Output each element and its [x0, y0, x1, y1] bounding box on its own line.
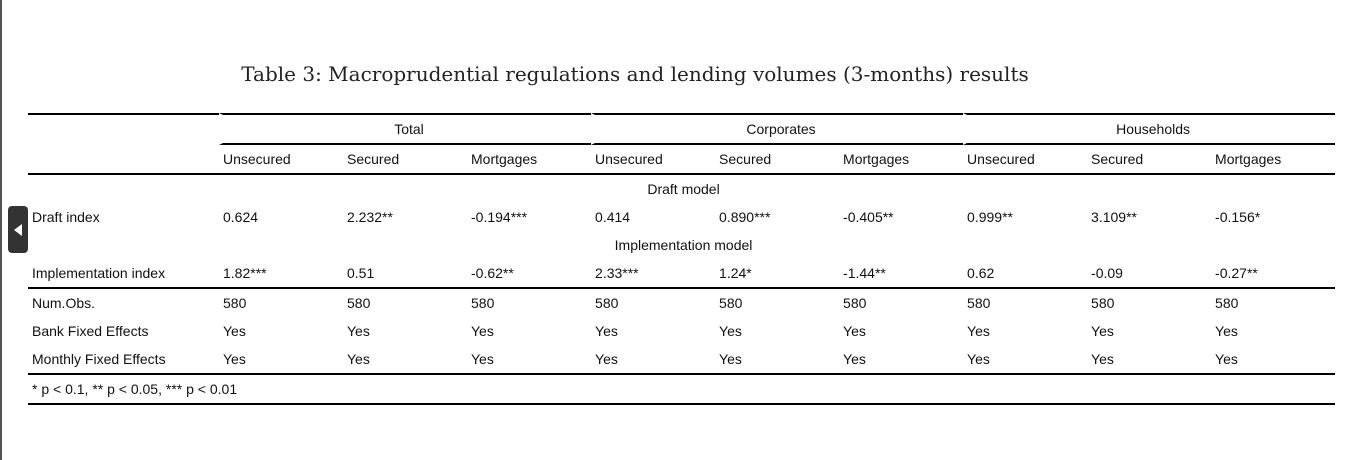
table-cell: Yes [347, 351, 370, 367]
table-cell: 0.51 [347, 265, 375, 281]
group-header-row: Total Corporates Households [28, 113, 1336, 145]
table-cell: Yes [595, 351, 618, 367]
footnote-row: * p < 0.1, ** p < 0.05, *** p < 0.01 [28, 373, 1336, 405]
table-cell: Yes [223, 323, 246, 339]
table-cell: Yes [595, 323, 618, 339]
column-header: Mortgages [839, 145, 964, 175]
table-row-num-obs: Num.Obs. 580 580 580 580 580 580 580 580… [28, 287, 1336, 317]
table-cell: Yes [719, 323, 742, 339]
table-cell: -0.405** [843, 209, 894, 225]
significance-footnote: * p < 0.1, ** p < 0.05, *** p < 0.01 [28, 373, 1336, 405]
table-cell: 580 [219, 287, 343, 317]
table-cell: 0.414 [595, 209, 631, 225]
table-cell: -0.194*** [471, 209, 528, 225]
table-cell: Yes [347, 323, 370, 339]
column-header: Unsecured [963, 145, 1088, 175]
table-cell: -0.62** [471, 265, 514, 281]
table-cell: 2.33*** [595, 265, 639, 281]
table-cell: 0.890*** [719, 209, 771, 225]
column-header: Secured [1087, 145, 1212, 175]
table-cell: 0.62 [967, 265, 995, 281]
table-cell: -0.09 [1091, 265, 1123, 281]
empty-corner-cell [28, 113, 219, 145]
table-cell: Yes [223, 351, 246, 367]
table-cell: -0.156* [1215, 209, 1261, 225]
table-cell: 580 [963, 287, 1088, 317]
table-cell: 580 [343, 287, 467, 317]
table-cell: 580 [715, 287, 840, 317]
section-title-draft: Draft model [647, 181, 720, 197]
table-cell: Yes [719, 351, 742, 367]
table-cell: Yes [1215, 351, 1238, 367]
column-header: Unsecured [219, 145, 343, 175]
table-cell: Yes [967, 323, 990, 339]
table-cell: Yes [843, 351, 866, 367]
table-cell: -0.27** [1215, 265, 1258, 281]
table-cell: Yes [843, 323, 866, 339]
column-header-label [28, 145, 219, 175]
column-header: Unsecured [591, 145, 716, 175]
table-cell: 0.999** [967, 209, 1013, 225]
table-caption: Table 3: Macroprudential regulations and… [241, 62, 1029, 86]
table-row-draft-index: Draft index 0.624 2.232** -0.194*** 0.41… [28, 203, 1335, 231]
table-cell: Yes [967, 351, 990, 367]
section-row-draft: Draft model [28, 175, 1335, 203]
row-label: Bank Fixed Effects [32, 323, 149, 339]
group-header-corporates: Corporates [591, 113, 964, 145]
table-row-bank-fixed-effects: Bank Fixed Effects Yes Yes Yes Yes Yes Y… [28, 317, 1335, 345]
group-header-total: Total [219, 113, 592, 145]
table-cell: 1.82*** [223, 265, 267, 281]
window-left-border [0, 0, 2, 460]
column-header: Secured [715, 145, 840, 175]
table-cell: 580 [1211, 287, 1336, 317]
table-cell: Yes [1215, 323, 1238, 339]
sidebar-toggle-button[interactable] [8, 206, 28, 253]
row-label: Draft index [32, 209, 100, 225]
table-cell: 580 [839, 287, 964, 317]
table-cell: 580 [467, 287, 592, 317]
column-header: Mortgages [467, 145, 592, 175]
section-title-implementation: Implementation model [614, 237, 753, 253]
table-cell: Yes [471, 351, 494, 367]
table-row-monthly-fixed-effects: Monthly Fixed Effects Yes Yes Yes Yes Ye… [28, 345, 1335, 373]
row-label: Implementation index [32, 265, 166, 281]
chevron-left-icon [14, 223, 22, 236]
table-cell: -1.44** [843, 265, 886, 281]
row-label: Monthly Fixed Effects [32, 351, 166, 367]
table-cell: 3.109** [1091, 209, 1137, 225]
column-header: Secured [343, 145, 467, 175]
table-cell: Yes [1091, 323, 1114, 339]
column-header: Mortgages [1211, 145, 1336, 175]
table-cell: 580 [591, 287, 716, 317]
row-label: Num.Obs. [28, 287, 219, 317]
section-row-implementation: Implementation model [28, 231, 1335, 259]
table-cell: 2.232** [347, 209, 393, 225]
column-header-row: Unsecured Secured Mortgages Unsecured Se… [28, 145, 1336, 175]
table-cell: 580 [1087, 287, 1212, 317]
table-cell: 1.24* [719, 265, 752, 281]
table-row-implementation-index: Implementation index 1.82*** 0.51 -0.62*… [28, 259, 1335, 287]
group-header-households: Households [963, 113, 1336, 145]
table-cell: Yes [1091, 351, 1114, 367]
table-cell: 0.624 [223, 209, 259, 225]
regression-table: Total Corporates Households Unsecured Se… [28, 113, 1336, 405]
table-cell: Yes [471, 323, 494, 339]
